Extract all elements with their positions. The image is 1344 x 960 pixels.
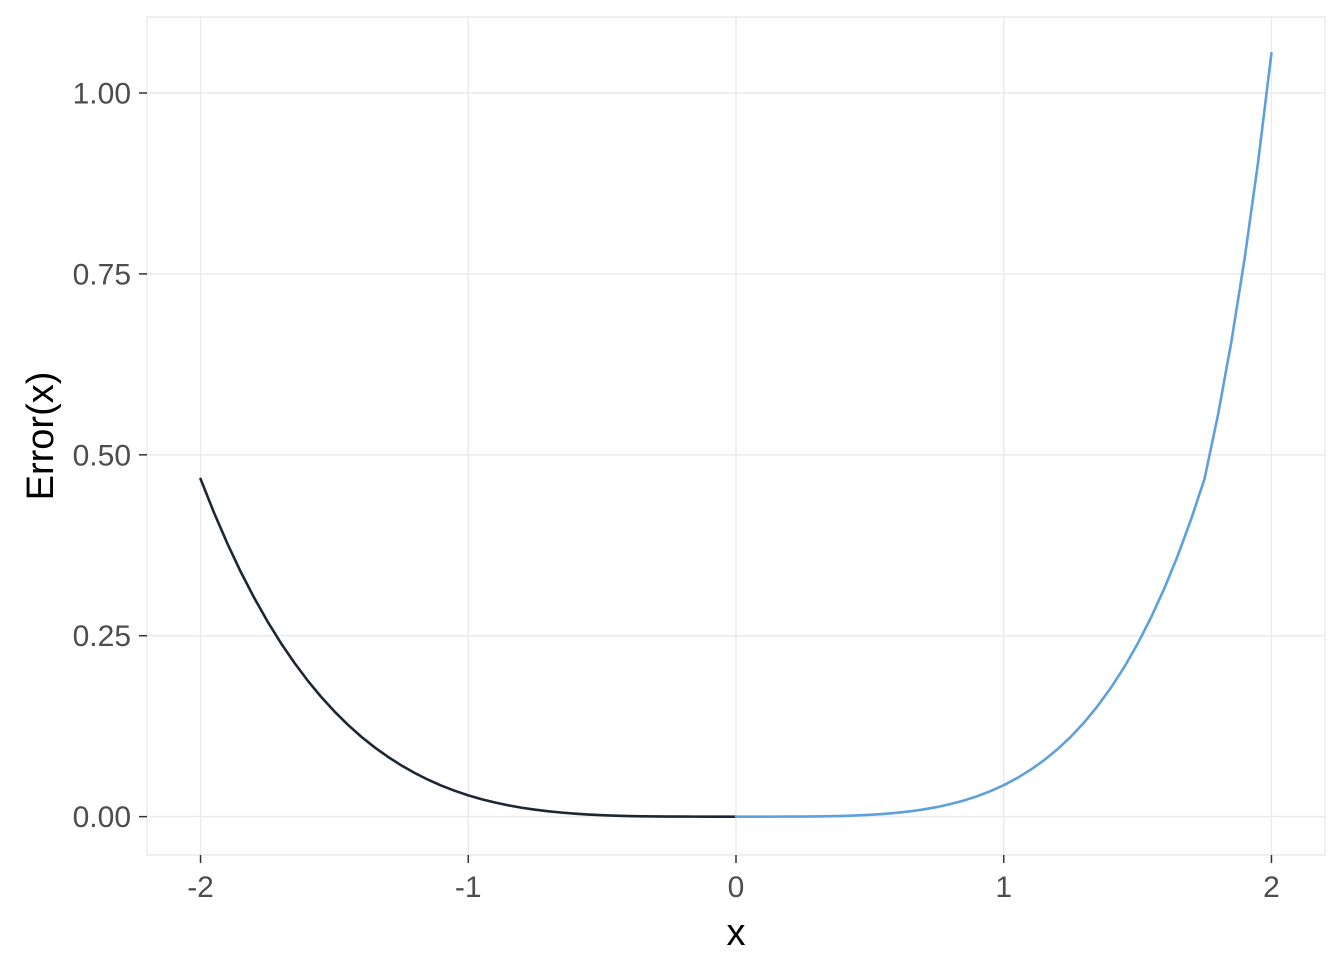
x-tick-label: 0 [728, 871, 745, 904]
y-tick-label: 0.75 [73, 258, 131, 291]
y-tick-label: 0.25 [73, 620, 131, 653]
y-axis-title: Error(x) [20, 372, 62, 501]
y-tick-label: 0.00 [73, 801, 131, 834]
y-tick-label: 1.00 [73, 77, 131, 110]
x-axis-title: x [727, 912, 746, 954]
x-tick-label: 2 [1263, 871, 1280, 904]
x-tick-label: -1 [455, 871, 482, 904]
y-tick-label: 0.50 [73, 439, 131, 472]
chart-svg: -2 -1 0 1 2 0.00 0.25 0.50 0.75 1.00 x Error(x) [0, 0, 1344, 960]
x-tick-label: 1 [995, 871, 1012, 904]
x-tick-label: -2 [187, 871, 214, 904]
error-function-chart: -2 -1 0 1 2 0.00 0.25 0.50 0.75 1.00 x Error(x) [0, 0, 1344, 960]
